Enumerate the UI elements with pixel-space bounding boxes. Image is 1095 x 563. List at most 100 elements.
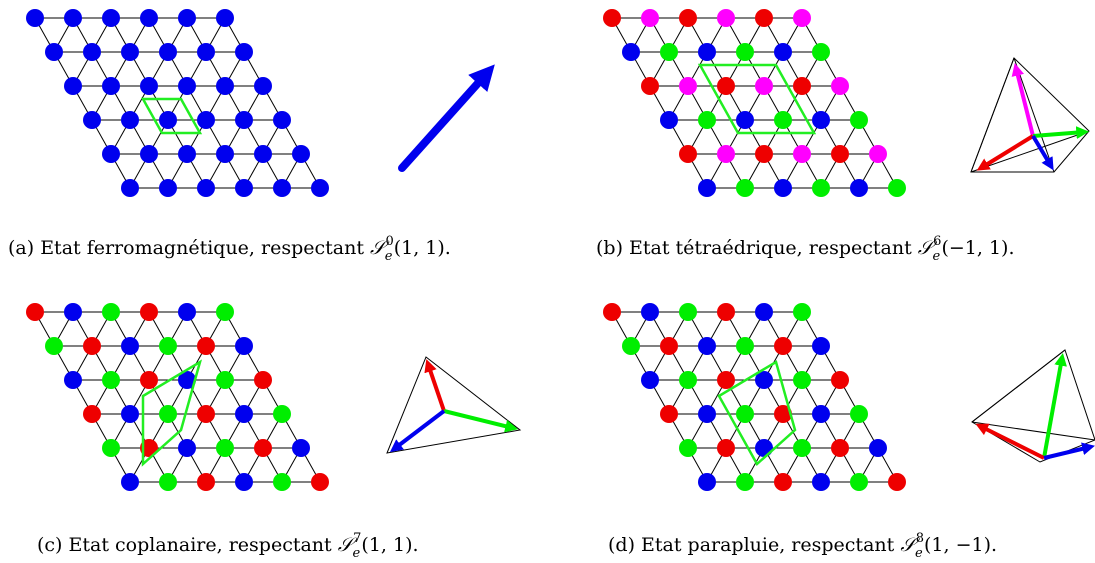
caption-d-args: (1, −1). xyxy=(924,534,997,556)
panel-a: (a) Etat ferromagnétique, respectant 𝒮e0… xyxy=(8,9,495,264)
caption-a-sup: 0 xyxy=(385,234,393,249)
spin-site-red xyxy=(140,371,158,389)
spin-site-green xyxy=(622,337,640,355)
panel-c: (c) Etat coplanaire, respectant 𝒮e7(1, 1… xyxy=(26,303,522,561)
caption-b-prefix: (b) Etat tétraédrique, respectant xyxy=(596,237,918,259)
spin-site-green xyxy=(102,303,120,321)
spin-site-magenta xyxy=(793,145,811,163)
spin-site-green xyxy=(159,473,177,491)
spin-site-blue xyxy=(273,111,291,129)
spin-site-blue xyxy=(140,77,158,95)
spin-site-blue xyxy=(850,179,868,197)
spin-site-blue xyxy=(641,303,659,321)
spin-site-blue xyxy=(197,179,215,197)
spin-site-red xyxy=(311,473,329,491)
spin-site-red xyxy=(774,473,792,491)
caption-c-sub: e xyxy=(352,546,360,561)
spin-site-green xyxy=(102,439,120,457)
spin-site-blue xyxy=(812,405,830,423)
spin-site-green xyxy=(736,179,754,197)
triangle-edge xyxy=(971,421,1095,441)
spin-site-blue xyxy=(102,145,120,163)
spin-site-blue xyxy=(159,43,177,61)
spin-site-green xyxy=(679,439,697,457)
caption-c-sup: 7 xyxy=(353,531,361,546)
spin-site-red xyxy=(679,9,697,27)
spin-site-green xyxy=(660,43,678,61)
spin-site-green xyxy=(216,303,234,321)
spin-site-red xyxy=(831,371,849,389)
spin-site-green xyxy=(850,111,868,129)
spin-site-blue xyxy=(216,77,234,95)
spin-site-blue xyxy=(178,303,196,321)
spin-site-green xyxy=(850,473,868,491)
spin-site-blue xyxy=(235,179,253,197)
spin-site-blue xyxy=(292,439,310,457)
caption-d-prefix: (d) Etat parapluie, respectant xyxy=(608,534,900,556)
caption-a-sub: e xyxy=(385,249,393,264)
spin-site-blue xyxy=(45,43,63,61)
spin-site-blue xyxy=(698,43,716,61)
spin-arrow-blue xyxy=(398,64,495,172)
spin-site-red xyxy=(717,77,735,95)
spin-site-green xyxy=(736,405,754,423)
spin-site-green xyxy=(774,111,792,129)
spin-site-blue xyxy=(698,473,716,491)
spin-site-blue xyxy=(216,9,234,27)
spin-site-blue xyxy=(812,337,830,355)
spin-site-blue xyxy=(178,9,196,27)
triangle-frame xyxy=(386,356,522,454)
spin-site-red xyxy=(660,405,678,423)
spin-site-green xyxy=(273,405,291,423)
triangle-edge xyxy=(971,349,1066,423)
lattice-b xyxy=(603,9,906,197)
spin-site-red xyxy=(717,371,735,389)
spin-site-blue xyxy=(121,179,139,197)
spin-site-blue xyxy=(235,337,253,355)
magnetic-unit-cell-d xyxy=(717,360,797,466)
spin-site-blue xyxy=(121,111,139,129)
spin-site-red xyxy=(774,405,792,423)
spin-site-blue xyxy=(755,371,773,389)
spin-site-red xyxy=(140,303,158,321)
spin-site-magenta xyxy=(717,145,735,163)
caption-b-sup: 6 xyxy=(933,234,941,249)
spin-site-blue xyxy=(64,371,82,389)
spin-site-blue xyxy=(216,145,234,163)
spin-site-green xyxy=(850,405,868,423)
spin-site-green xyxy=(273,473,291,491)
caption-b: (b) Etat tétraédrique, respectant 𝒮e6(−1… xyxy=(596,234,1015,264)
spin-site-red xyxy=(254,439,272,457)
spin-site-blue xyxy=(178,439,196,457)
spin-site-red xyxy=(717,439,735,457)
spin-site-red xyxy=(755,145,773,163)
spin-site-green xyxy=(793,303,811,321)
spin-site-green xyxy=(679,371,697,389)
spin-site-blue xyxy=(102,9,120,27)
spin-site-blue xyxy=(774,179,792,197)
spin-site-blue xyxy=(178,371,196,389)
spin-site-blue xyxy=(235,43,253,61)
spin-site-red xyxy=(197,337,215,355)
spin-site-red xyxy=(197,473,215,491)
tetrahedron-frame xyxy=(970,57,1090,173)
spin-site-green xyxy=(216,439,234,457)
spin-site-green xyxy=(698,111,716,129)
spin-site-red xyxy=(83,405,101,423)
spin-site-green xyxy=(45,337,63,355)
spin-site-blue xyxy=(121,405,139,423)
spin-site-green xyxy=(679,303,697,321)
spin-site-blue xyxy=(121,43,139,61)
spin-site-green xyxy=(736,473,754,491)
spin-site-blue xyxy=(121,337,139,355)
spin-site-red xyxy=(831,439,849,457)
magnetic-unit-cell-c xyxy=(141,359,203,467)
panel-d: (d) Etat parapluie, respectant 𝒮e8(1, −1… xyxy=(603,303,1095,561)
spin-site-green xyxy=(888,179,906,197)
caption-a-prefix: (a) Etat ferromagnétique, respectant xyxy=(8,237,370,259)
spin-site-red xyxy=(140,439,158,457)
spin-arrow-red xyxy=(424,359,446,412)
magnetic-unit-cell-a xyxy=(140,97,203,135)
caption-c-prefix: (c) Etat coplanaire, respectant xyxy=(37,534,338,556)
spin-site-blue xyxy=(64,303,82,321)
